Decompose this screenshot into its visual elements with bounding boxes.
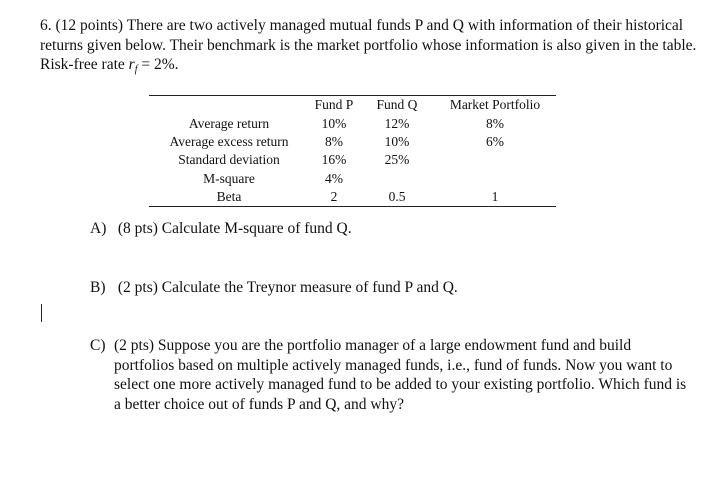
row-label: Average return: [188, 116, 270, 131]
table-row: M-square 4%: [149, 170, 556, 188]
cell-p: 10%: [321, 116, 347, 131]
part-c: C) (2 pts) Suppose you are the portfolio…: [90, 336, 690, 414]
header-market: Market Portfolio: [449, 97, 541, 112]
row-label: Standard deviation: [178, 152, 280, 167]
question-intro: 6. (12 points) There are two actively ma…: [40, 16, 700, 80]
rf-subscript: f: [134, 64, 138, 75]
cell-p: 4%: [325, 171, 343, 186]
cell-market: 1: [491, 189, 499, 204]
row-label: Average excess return: [169, 134, 289, 149]
table-row: Average excess return 8% 10% 6%: [149, 133, 556, 151]
text-cursor: [41, 304, 42, 322]
table-row: Standard deviation 16% 25%: [149, 151, 556, 169]
part-a: A) (8 pts) Calculate M-square of fund Q.: [90, 219, 352, 239]
cell-p: 2: [330, 189, 338, 204]
row-label: Beta: [216, 189, 242, 204]
cell-market: 6%: [486, 134, 504, 149]
table-bottom-rule: [149, 206, 556, 207]
part-b-text: (2 pts) Calculate the Treynor measure of…: [117, 279, 458, 296]
table-row: Beta 2 0.5 1: [149, 188, 556, 206]
cell-q: 12%: [384, 116, 410, 131]
cell-q: 0.5: [388, 189, 406, 204]
rf-symbol: r: [128, 56, 135, 73]
rf-value: = 2%.: [141, 56, 179, 73]
cell-market: 8%: [486, 116, 504, 131]
part-b: B) (2 pts) Calculate the Treynor measure…: [90, 278, 458, 298]
table-header-row: Fund P Fund Q Market Portfolio: [149, 96, 556, 114]
cell-p: 8%: [325, 134, 343, 149]
part-b-label: B): [90, 279, 106, 296]
row-label: M-square: [203, 171, 255, 186]
part-a-label: A): [90, 220, 107, 237]
part-c-label: C): [90, 337, 106, 354]
part-c-text: (2 pts) Suppose you are the portfolio ma…: [114, 337, 687, 413]
cell-q: 25%: [384, 152, 410, 167]
question-number: 6. (12 points): [40, 17, 124, 34]
cell-q: 10%: [384, 134, 410, 149]
intro-text: There are two actively managed mutual fu…: [40, 17, 697, 73]
cell-p: 16%: [321, 152, 347, 167]
header-fund-p: Fund P: [314, 97, 354, 112]
table-row: Average return 10% 12% 8%: [149, 115, 556, 133]
table-top-rule: [149, 95, 556, 96]
header-fund-q: Fund Q: [376, 97, 418, 112]
part-a-text: (8 pts) Calculate M-square of fund Q.: [117, 220, 352, 237]
